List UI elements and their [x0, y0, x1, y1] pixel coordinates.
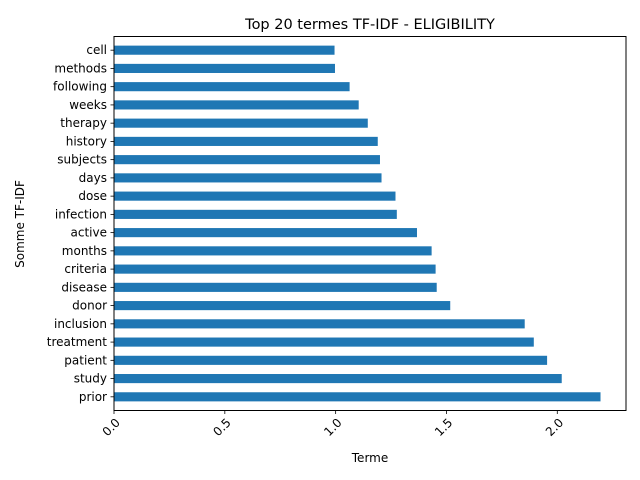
- y-tick-label: criteria: [64, 262, 107, 276]
- y-tick-label: infection: [55, 207, 107, 221]
- y-tick-label: prior: [79, 390, 107, 404]
- y-tick-label: dose: [78, 189, 107, 203]
- bar-donor: [114, 301, 451, 311]
- bar-methods: [114, 63, 335, 73]
- y-tick-label: months: [62, 244, 107, 258]
- y-axis-title: Somme TF-IDF: [13, 180, 27, 268]
- bar-cell: [114, 45, 335, 55]
- x-axis-title: Terme: [351, 451, 388, 465]
- y-tick-label: inclusion: [54, 317, 107, 331]
- y-tick-label: weeks: [69, 98, 107, 112]
- bar-following: [114, 82, 350, 92]
- y-tick-label: cell: [86, 43, 107, 57]
- bar-treatment: [114, 337, 534, 347]
- y-tick-label: subjects: [57, 153, 107, 167]
- bar-therapy: [114, 118, 368, 128]
- bar-inclusion: [114, 319, 525, 329]
- bar-months: [114, 246, 432, 256]
- y-tick-label: study: [74, 372, 107, 386]
- bar-days: [114, 173, 382, 183]
- y-tick-label: disease: [61, 280, 107, 294]
- y-tick-label: donor: [72, 299, 107, 313]
- chart-title: Top 20 termes TF-IDF - ELIGIBILITY: [244, 17, 495, 33]
- y-tick-label: days: [79, 171, 107, 185]
- bar-weeks: [114, 100, 359, 110]
- y-tick-label: active: [71, 226, 107, 240]
- y-tick-label: treatment: [47, 335, 107, 349]
- plot-frame: [113, 36, 627, 411]
- bar-subjects: [114, 155, 380, 165]
- y-axis-ticks: cell methods following weeks therapy history s…: [47, 43, 114, 404]
- y-tick-label: patient: [64, 353, 107, 367]
- y-tick-label: therapy: [60, 116, 107, 130]
- bar-criteria: [114, 264, 436, 274]
- bar-study: [114, 374, 562, 384]
- bar-infection: [114, 209, 397, 219]
- bar-patient: [114, 355, 548, 365]
- y-tick-label: history: [66, 134, 107, 148]
- bar-active: [114, 228, 417, 238]
- y-tick-label: following: [53, 80, 107, 94]
- y-tick-label: methods: [54, 61, 107, 75]
- bar-prior: [114, 392, 601, 402]
- bar-history: [114, 136, 378, 146]
- bars-group: [114, 45, 601, 402]
- bar-disease: [114, 282, 437, 292]
- bar-dose: [114, 191, 396, 201]
